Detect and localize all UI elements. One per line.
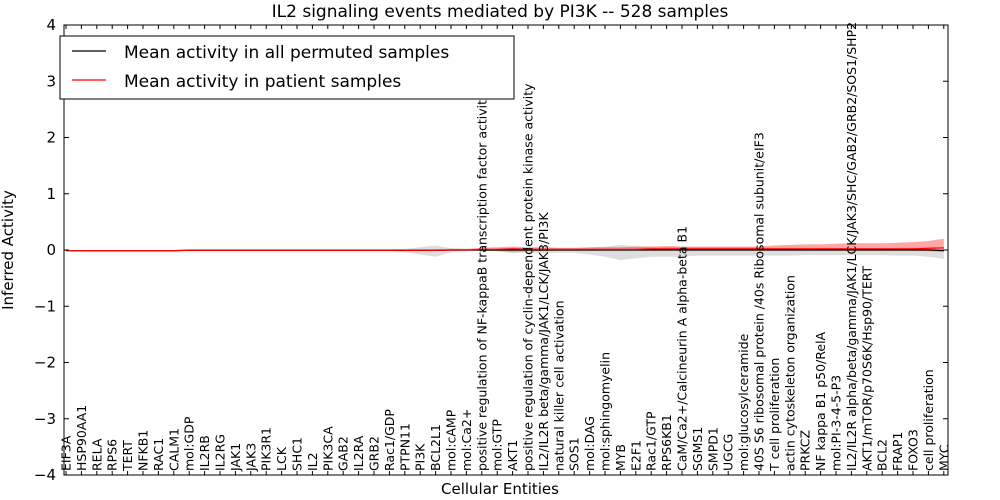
x-tick-label: MYC (936, 444, 951, 471)
x-tick-label: PIK3R1 (259, 427, 274, 471)
x-tick-label: IL2RB (197, 435, 212, 471)
x-tick-label: mol:cAMP (444, 409, 459, 471)
x-tick-label: IL2RA (351, 435, 366, 471)
x-tick-label: HSP90AA1 (74, 405, 89, 471)
x-tick-label: IL2/IL2R beta/gamma/JAK1/LCK/JAK3/PI3K (536, 212, 551, 471)
x-tick-label: FOXO3 (906, 429, 921, 471)
y-tick-label: 2 (46, 129, 56, 147)
x-tick-label: PTPN11 (397, 423, 412, 471)
x-tick-label: T cell proliferation (767, 358, 782, 472)
x-tick-label: SMPD1 (705, 427, 720, 471)
x-tick-label: E2F1 (628, 440, 643, 471)
x-tick-label: Rac1/GTP (644, 411, 659, 471)
x-tick-label: IL2RG (213, 434, 228, 471)
x-tick-label: JAK3 (243, 443, 258, 472)
x-tick-label: mol:PI-3-4-5-P3 (829, 375, 844, 471)
x-tick-label: AKT1/mTOR/p70S6K/Hsp90/TERT (859, 265, 874, 471)
y-tick-label: 4 (46, 16, 56, 34)
x-axis: EIF3A HSP90AA1 RELA RPS6 TERT NFKB1 RAC1 CALM1 m… (59, 22, 951, 475)
legend-label-permuted: Mean activity in all permuted samples (124, 43, 449, 63)
x-tick-label: NFKB1 (136, 430, 151, 471)
x-tick-label: RPS6KB1 (659, 414, 674, 471)
x-tick-label: PI3K (413, 443, 428, 471)
x-tick-label: CALM1 (166, 428, 181, 471)
x-tick-label: GAB2 (336, 436, 351, 471)
x-tick-label: RAC1 (151, 438, 166, 471)
x-tick-label: AKT1 (505, 440, 520, 471)
x-tick-label: IL2/IL2R alpha/beta/gamma/JAK1/LCK/JAK3/… (844, 22, 859, 471)
x-tick-label: mol:DAG (582, 416, 597, 471)
x-tick-label: EIF3A (59, 435, 74, 471)
chart-title: IL2 signaling events mediated by PI3K --… (272, 2, 729, 22)
x-tick-label: PRKCZ (798, 430, 813, 471)
y-tick-label: −4 (34, 466, 56, 484)
x-tick-label: SGMS1 (690, 427, 705, 471)
x-tick-label: positive regulation of NF-kappaB transcr… (474, 92, 489, 471)
x-tick-label: IL2 (305, 452, 320, 471)
x-tick-label: cell proliferation (921, 369, 936, 471)
x-tick-label: RPS6 (105, 439, 120, 471)
series-lines (66, 247, 944, 252)
y-tick-label: 3 (46, 72, 56, 90)
x-tick-label: FRAP1 (890, 432, 905, 471)
x-tick-label: LCK (274, 446, 289, 471)
x-tick-label: SOS1 (567, 437, 582, 471)
x-tick-label: 40S S6 ribosomal protein /40s Ribosomal … (752, 132, 767, 471)
y-axis-label: Inferred Activity (0, 190, 17, 310)
x-tick-label: CaM/Ca2+/Calcineurin A alpha-beta B1 (675, 226, 690, 471)
y-axis: −4 −3 −2 −1 0 1 2 3 4 (34, 16, 948, 484)
x-tick-label: positive regulation of cyclin-dependent … (521, 83, 536, 471)
y-tick-label: 1 (46, 185, 56, 203)
x-tick-label: BCL2L1 (428, 424, 443, 471)
legend: Mean activity in all permuted samples Me… (59, 35, 515, 100)
legend-label-patient: Mean activity in patient samples (124, 72, 401, 92)
x-tick-label: UGCG (721, 434, 736, 471)
x-axis-label: Cellular Entities (441, 480, 559, 498)
x-tick-label: mol:GTP (490, 419, 505, 471)
x-tick-label: GRB2 (367, 436, 382, 471)
x-tick-label: mol:Ca2+ (459, 409, 474, 471)
x-tick-label: mol:GDP (182, 416, 197, 471)
x-tick-label: NF kappa B1 p50/RelA (813, 331, 828, 471)
x-tick-label: JAK1 (228, 443, 243, 472)
x-tick-label: SHC1 (290, 437, 305, 471)
y-tick-label: −3 (34, 410, 56, 428)
y-tick-label: −2 (34, 354, 56, 372)
line-patient (66, 247, 944, 252)
x-tick-label: PIK3CA (320, 426, 335, 471)
x-tick-label: BCL2 (875, 439, 890, 471)
y-tick-label: −1 (34, 297, 56, 315)
x-tick-label: mol:sphingomyelin (598, 352, 613, 471)
x-tick-label: natural killer cell activation (551, 300, 566, 471)
x-tick-label: mol:glucosylceramide (736, 333, 751, 471)
x-tick-label: actin cytoskeleton organization (782, 275, 797, 471)
x-tick-label: TERT (120, 440, 135, 472)
legend-box (59, 35, 515, 100)
x-tick-label: Rac1/GDP (382, 409, 397, 471)
x-tick-label: RELA (89, 438, 104, 471)
x-tick-label: MYB (613, 444, 628, 471)
y-tick-label: 0 (46, 241, 56, 259)
